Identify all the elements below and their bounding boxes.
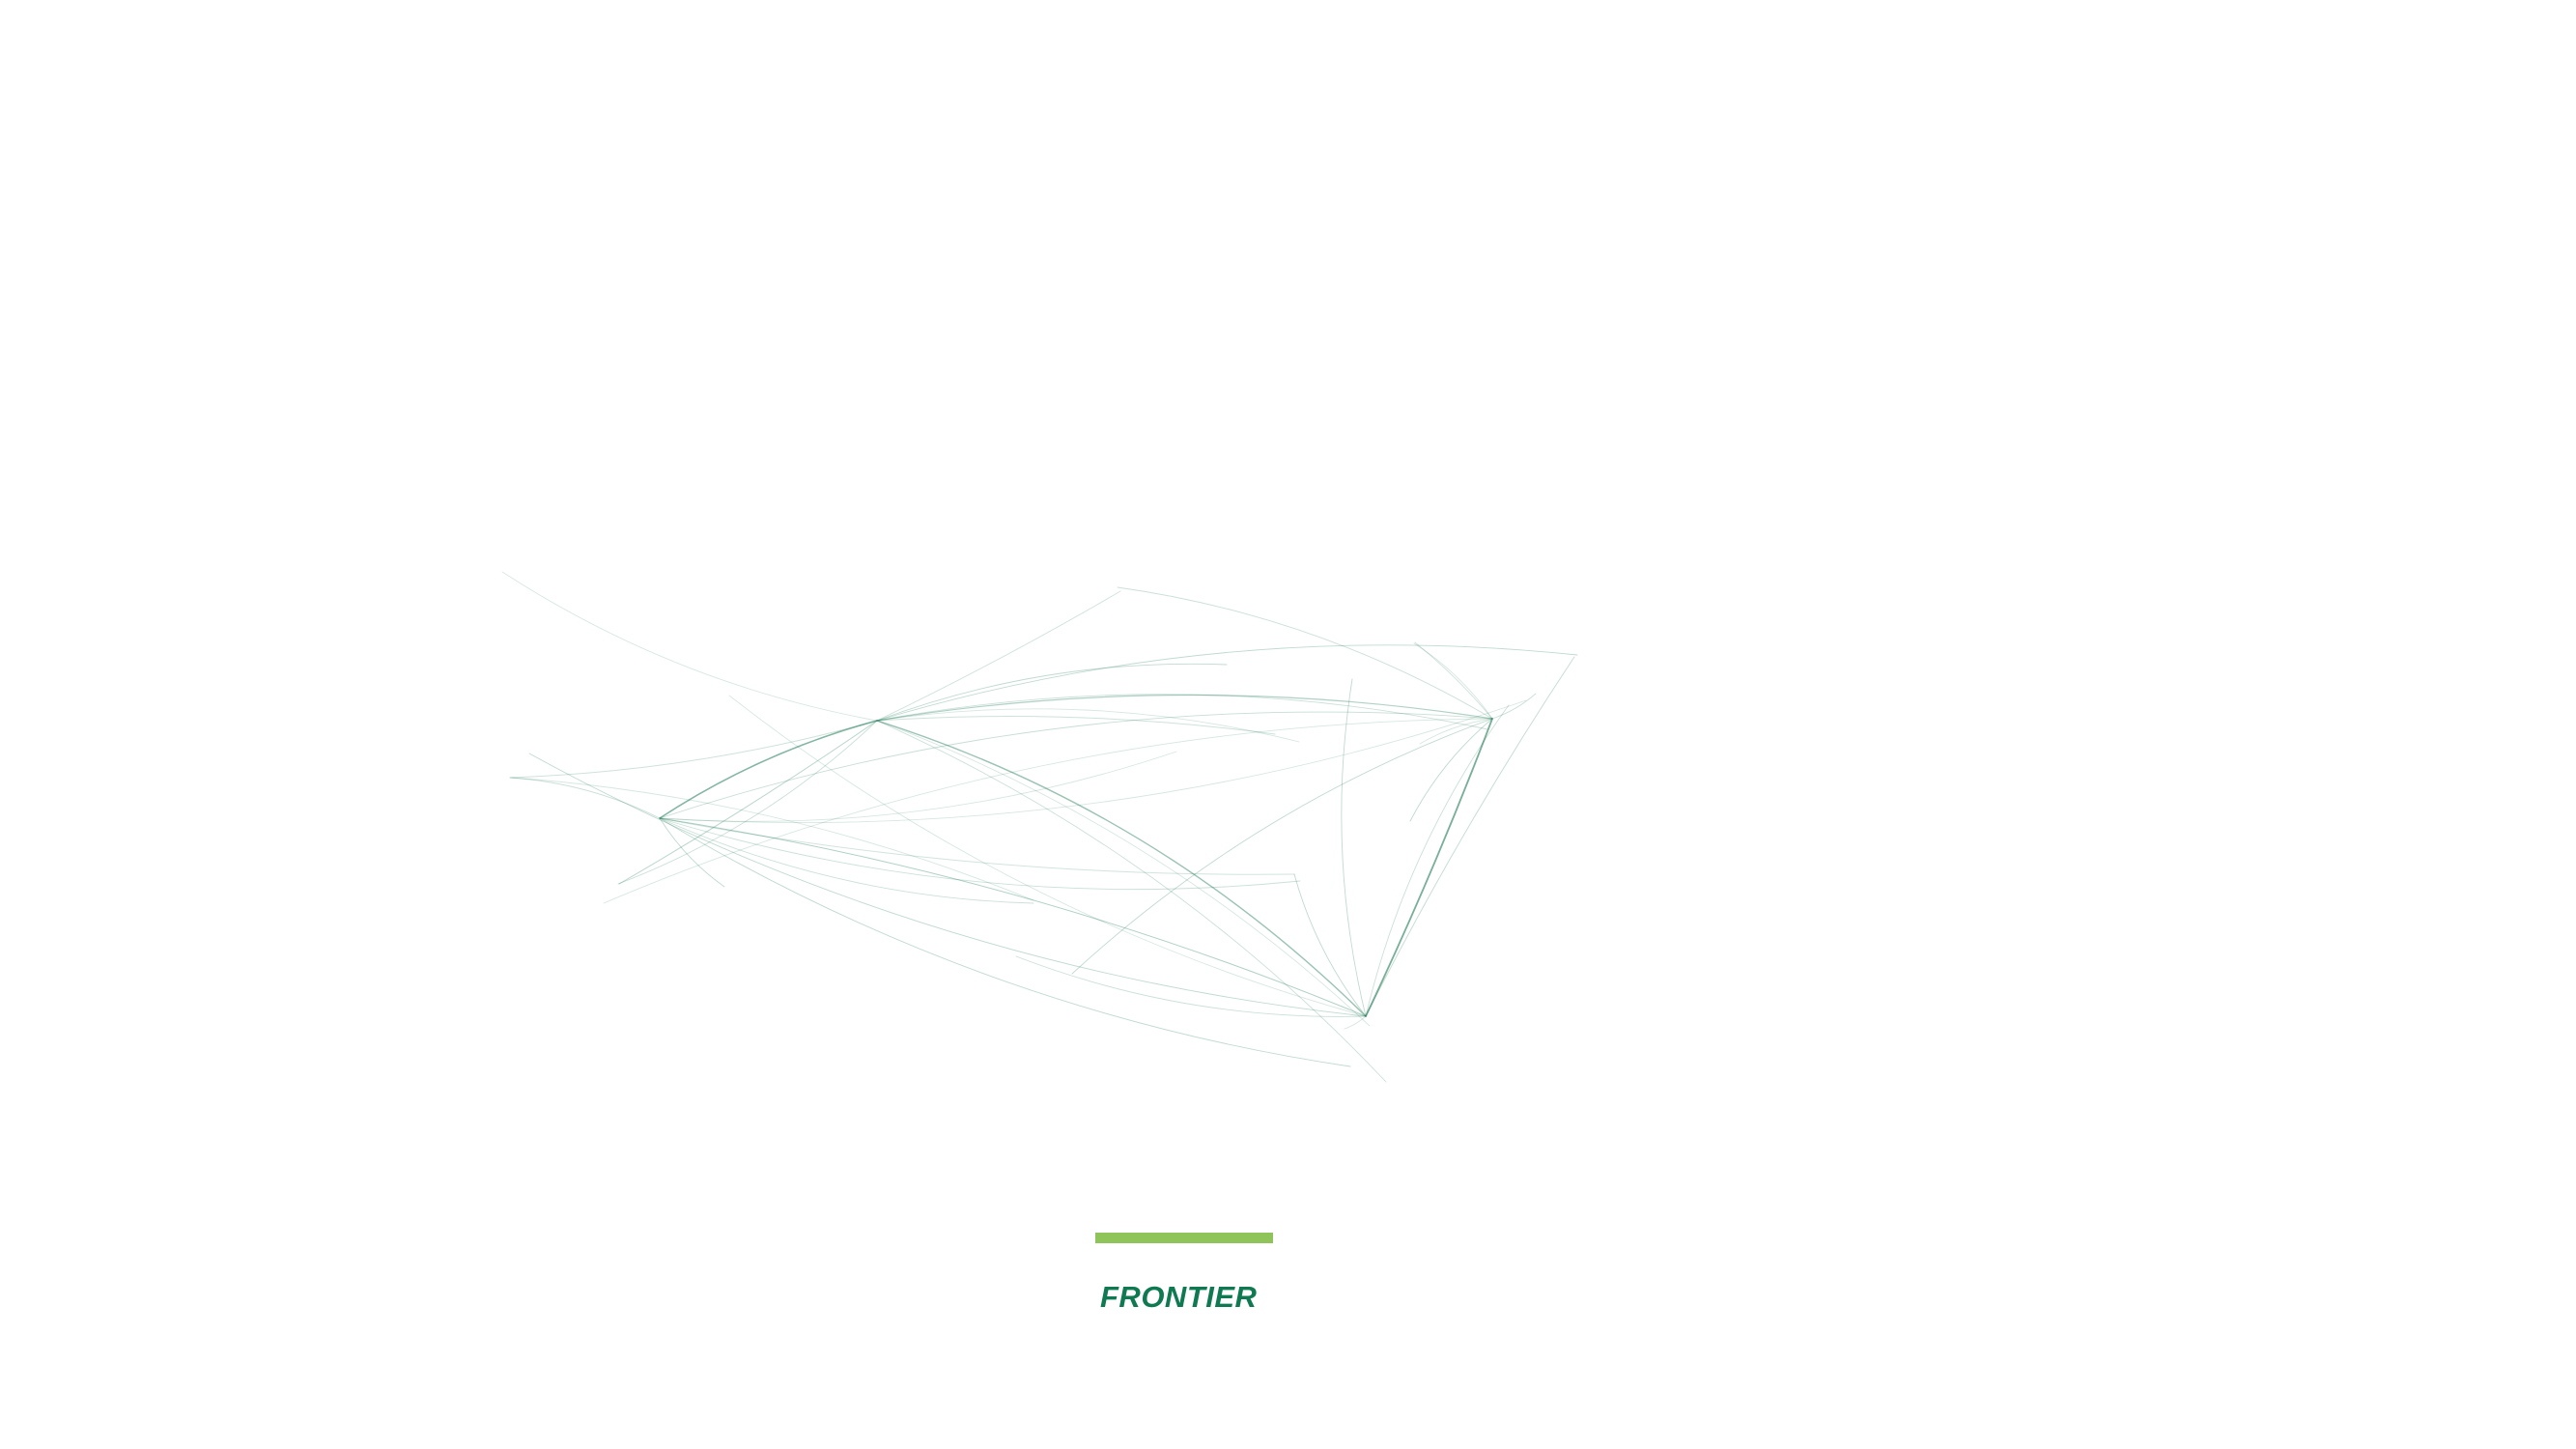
flight-route-line bbox=[1365, 704, 1510, 1017]
flight-route-line bbox=[659, 720, 878, 819]
flight-route-line bbox=[876, 663, 1228, 722]
flight-route-line bbox=[509, 720, 878, 779]
loading-bar-fill bbox=[1095, 1233, 1273, 1243]
flight-route-line bbox=[876, 716, 1276, 735]
flight-route-line bbox=[1293, 873, 1367, 1017]
flight-route-line bbox=[659, 817, 1351, 1067]
flight-route-line bbox=[617, 720, 878, 885]
flight-route-line bbox=[659, 711, 1493, 819]
brand-logo: FRONTIER bbox=[1100, 1281, 1270, 1314]
flight-route-line bbox=[876, 694, 1493, 722]
flight-route-line bbox=[1413, 642, 1493, 720]
flight-route-line bbox=[659, 817, 1034, 904]
flight-route-line bbox=[1117, 586, 1493, 720]
flight-route-line bbox=[1071, 718, 1493, 975]
flight-route-line bbox=[1365, 656, 1575, 1017]
flight-route-line bbox=[659, 817, 725, 888]
flight-route-line bbox=[1409, 718, 1493, 822]
flight-route-line bbox=[659, 699, 1527, 824]
flight-route-line bbox=[659, 751, 1177, 822]
flight-route-line bbox=[1365, 718, 1493, 1017]
flight-route-line bbox=[728, 695, 1367, 1017]
flight-route-line bbox=[501, 571, 878, 722]
flight-route-line bbox=[603, 718, 1493, 904]
flight-route-line bbox=[659, 817, 1367, 1017]
loading-bar bbox=[1095, 1233, 1273, 1243]
flight-route-line bbox=[1341, 678, 1367, 1017]
flight-route-line bbox=[876, 720, 1387, 1083]
flight-route-line bbox=[659, 817, 1301, 891]
flight-route-line bbox=[876, 720, 1371, 1027]
flight-route-line bbox=[876, 694, 1488, 730]
flight-route-line bbox=[528, 753, 1367, 1017]
flight-route-line bbox=[1419, 718, 1493, 745]
flight-route-line bbox=[876, 708, 1300, 743]
brand-wordmark: FRONTIER bbox=[1100, 1280, 1258, 1314]
flight-route-line bbox=[1414, 641, 1493, 720]
flight-route-line bbox=[1344, 1015, 1367, 1030]
flight-route-line bbox=[618, 720, 878, 885]
flight-route-line bbox=[659, 817, 1295, 875]
flight-route-line bbox=[1015, 955, 1367, 1017]
flight-route-line bbox=[876, 590, 1121, 722]
flight-route-line bbox=[876, 644, 1578, 722]
flight-route-line bbox=[509, 777, 661, 819]
flight-route-line bbox=[1491, 693, 1537, 720]
flight-route-line bbox=[511, 777, 1034, 901]
flight-route-line bbox=[876, 720, 1367, 1017]
